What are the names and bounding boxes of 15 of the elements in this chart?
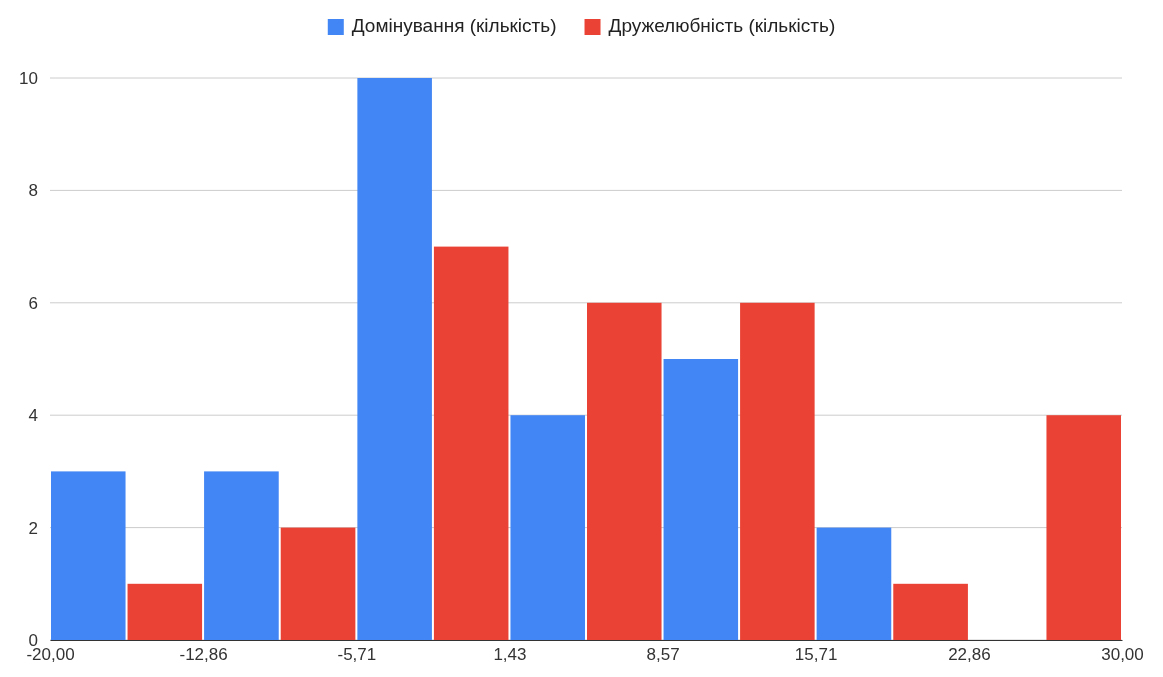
x-tick-label: 30,00 bbox=[1101, 645, 1144, 665]
x-tick-label: 15,71 bbox=[794, 645, 838, 665]
y-tick-label: 4 bbox=[28, 406, 38, 426]
y-tick-label: 2 bbox=[28, 518, 38, 538]
legend-label: Дружелюбність (кількість) bbox=[608, 15, 836, 36]
y-tick-label: 6 bbox=[28, 293, 38, 313]
y-tick-label: 8 bbox=[28, 181, 38, 201]
x-tick-label: 8,57 bbox=[646, 645, 680, 665]
y-tick-label: 10 bbox=[19, 68, 38, 88]
x-tick-label: -5,71 bbox=[337, 645, 377, 665]
x-tick-label: 1,43 bbox=[493, 645, 527, 665]
x-tick-label: -12,86 bbox=[179, 645, 228, 665]
x-tick-label: 22,86 bbox=[948, 645, 991, 665]
x-tick-label: -20,00 bbox=[26, 645, 75, 665]
legend-label: Домінування (кількість) bbox=[351, 15, 557, 36]
